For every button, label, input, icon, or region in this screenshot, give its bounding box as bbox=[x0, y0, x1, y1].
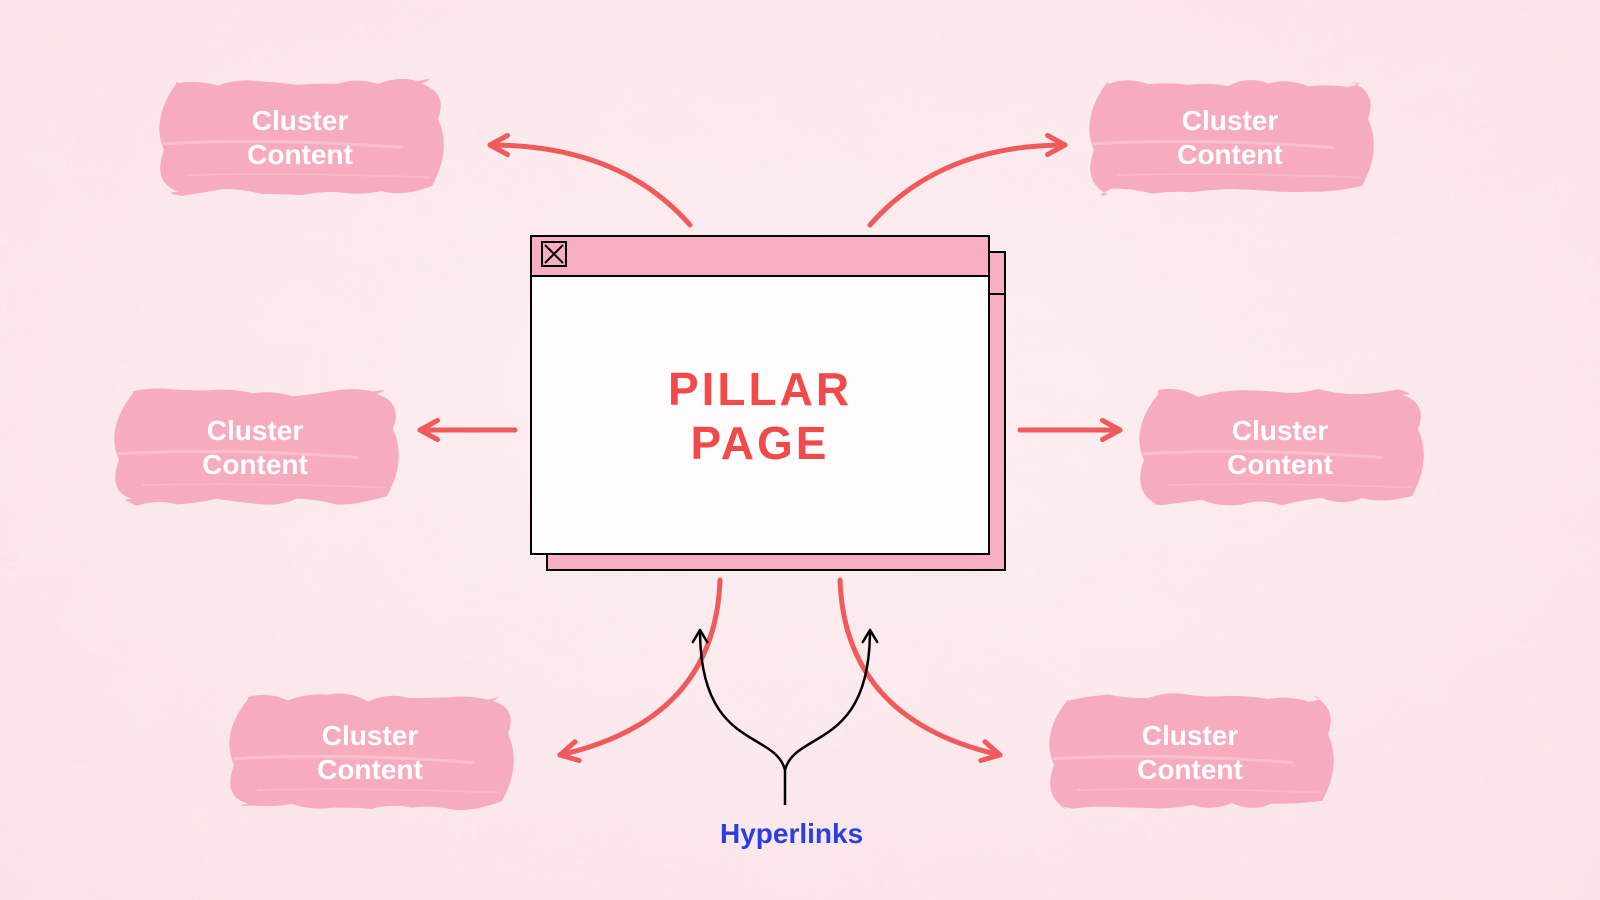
hyperlinks-label: Hyperlinks bbox=[720, 818, 863, 850]
cluster-bot-left: Cluster Content bbox=[220, 690, 520, 815]
arrow-to-bot-right bbox=[840, 580, 1000, 755]
arrow-to-top-right bbox=[870, 145, 1065, 225]
cluster-label: Cluster Content bbox=[1227, 414, 1333, 481]
window-front: PILLAR PAGE bbox=[530, 235, 990, 555]
diagram-canvas: Cluster Content Cluster Content Cluster … bbox=[0, 0, 1600, 900]
cluster-top-right: Cluster Content bbox=[1080, 75, 1380, 200]
cluster-mid-right: Cluster Content bbox=[1130, 385, 1430, 510]
close-icon bbox=[541, 241, 567, 272]
arrow-to-top-left bbox=[490, 145, 690, 225]
cluster-label: Cluster Content bbox=[1137, 719, 1243, 786]
cluster-label: Cluster Content bbox=[247, 104, 353, 171]
cluster-bot-right: Cluster Content bbox=[1040, 690, 1340, 815]
cluster-top-left: Cluster Content bbox=[150, 75, 450, 200]
cluster-label: Cluster Content bbox=[202, 414, 308, 481]
pillar-page-title: PILLAR PAGE bbox=[532, 277, 988, 555]
cluster-label: Cluster Content bbox=[317, 719, 423, 786]
pillar-page-window: PILLAR PAGE bbox=[530, 235, 1006, 571]
cluster-mid-left: Cluster Content bbox=[105, 385, 405, 510]
window-titlebar bbox=[532, 237, 988, 277]
cluster-label: Cluster Content bbox=[1177, 104, 1283, 171]
arrow-to-bot-left bbox=[560, 580, 720, 755]
